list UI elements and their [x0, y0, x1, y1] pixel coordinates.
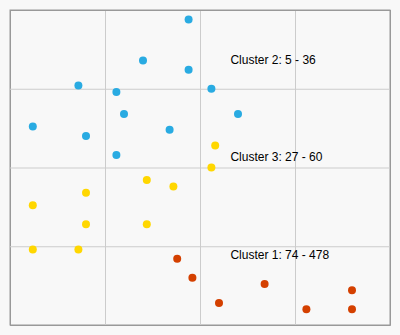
point: [82, 220, 90, 228]
annotations: Cluster 2: 5 - 36 Cluster 3: 27 - 60 Clust…: [230, 53, 329, 262]
point: [82, 132, 90, 140]
point: [348, 286, 356, 294]
point: [143, 220, 151, 228]
series: [29, 15, 242, 158]
point: [185, 66, 193, 74]
point: [215, 299, 223, 307]
series: [173, 255, 356, 313]
plot: Cluster 2: 5 - 36 Cluster 3: 27 - 60 Clust…: [10, 10, 391, 326]
point: [234, 110, 242, 118]
plot-frame: [10, 10, 390, 325]
point: [207, 85, 215, 93]
tick: [10, 168, 390, 169]
grid-line: [10, 168, 390, 169]
point: [169, 182, 177, 190]
points: [29, 15, 356, 313]
annotation: Cluster 3: 27 - 60: [230, 150, 322, 164]
point: [166, 126, 174, 134]
annotation: Cluster 1: 74 - 478: [230, 248, 329, 262]
point: [29, 201, 37, 209]
point: [112, 88, 120, 96]
y-axis-line: [11, 11, 391, 326]
tick: [10, 89, 390, 90]
point: [74, 82, 82, 90]
point: [139, 56, 147, 64]
series: [29, 141, 219, 253]
point: [74, 245, 82, 253]
point: [112, 151, 120, 159]
point: [348, 305, 356, 313]
point: [188, 274, 196, 282]
x-axis-line: [11, 10, 391, 326]
y-axis: [10, 11, 390, 326]
point: [173, 255, 181, 263]
point: [143, 176, 151, 184]
point: [120, 110, 128, 118]
point: [211, 141, 219, 149]
grid-line: [10, 89, 390, 90]
point: [185, 15, 193, 23]
point: [82, 189, 90, 197]
tick: [10, 246, 390, 247]
point: [302, 305, 310, 313]
x-axis: [11, 10, 391, 326]
point: [261, 280, 269, 288]
chart: Cluster 2: 5 - 36 Cluster 3: 27 - 60 Clust…: [0, 0, 400, 335]
point: [29, 123, 37, 131]
annotation: Cluster 2: 5 - 36: [230, 53, 316, 67]
point: [29, 245, 37, 253]
grid-line: [10, 246, 390, 247]
point: [207, 164, 215, 172]
